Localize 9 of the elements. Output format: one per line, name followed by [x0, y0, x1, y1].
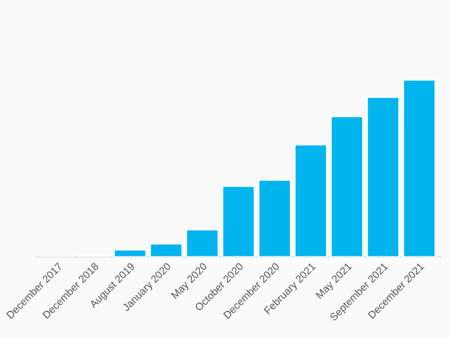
bar — [113, 249, 147, 257]
bar — [366, 96, 400, 257]
bar — [402, 79, 436, 257]
bar — [150, 243, 183, 257]
bar — [294, 144, 328, 257]
bar — [222, 185, 256, 257]
bar — [186, 228, 219, 257]
bar — [330, 116, 364, 257]
bar — [258, 179, 292, 257]
